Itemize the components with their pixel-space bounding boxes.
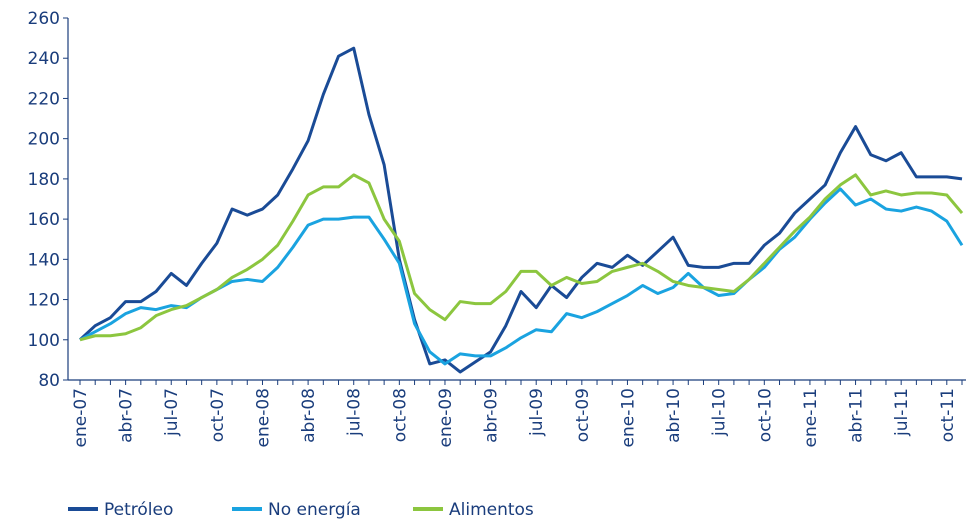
x-tick-label: oct-08 [390,388,410,442]
y-tick-label: 120 [28,291,60,311]
x-tick-label: jul-10 [710,388,730,437]
x-tick-label: abr-07 [117,388,137,443]
series-line [78,46,963,374]
x-tick-label: oct-11 [938,388,958,442]
x-tick-label: ene-07 [71,388,91,447]
y-tick-label: 140 [28,250,60,270]
x-tick-label: jul-09 [527,388,547,437]
x-tick-label: jul-08 [345,388,365,437]
x-tick-label: ene-11 [801,388,821,447]
x-tick-label: ene-08 [253,388,273,447]
y-tick-label: 240 [28,49,60,69]
x-tick-label: jul-11 [892,388,912,437]
x-tick-label: ene-09 [436,388,456,447]
x-tick-label: oct-07 [208,388,228,442]
x-tick-label: abr-08 [299,388,319,443]
x-tick-label: oct-10 [755,388,775,442]
series-line [79,187,964,366]
x-tick-label: jul-07 [162,388,182,437]
x-tick-label: oct-09 [573,388,593,442]
legend-label: Petróleo [104,500,173,520]
legend-label: Alimentos [449,500,534,520]
series-line [79,173,964,342]
y-tick-label: 80 [38,371,60,391]
y-tick-label: 260 [28,9,60,29]
y-tick-label: 200 [28,130,60,150]
y-tick-label: 100 [28,331,60,351]
y-tick-label: 220 [28,89,60,109]
x-tick-label: abr-11 [847,388,867,443]
x-tick-label: abr-09 [482,388,502,443]
legend-label: No energía [268,500,361,520]
y-tick-label: 180 [28,170,60,190]
y-tick-label: 160 [28,210,60,230]
x-tick-label: ene-10 [618,388,638,447]
x-tick-label: abr-10 [664,388,684,443]
